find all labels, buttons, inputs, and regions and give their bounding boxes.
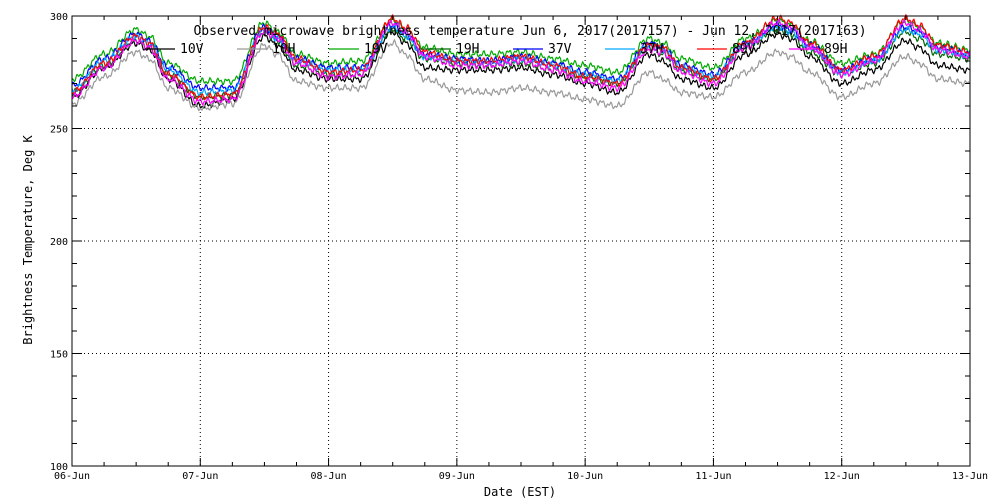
- legend-label-10h: 10H: [272, 42, 295, 57]
- x-tick-label: 08-Jun: [311, 471, 347, 482]
- x-tick-label: 13-Jun: [952, 471, 988, 482]
- x-tick-label: 09-Jun: [439, 471, 475, 482]
- y-tick-label: 250: [50, 125, 68, 136]
- x-tick-label: 10-Jun: [567, 471, 603, 482]
- y-axis-title: Brightness Temperature, Deg K: [21, 134, 35, 344]
- x-axis-title: Date (EST): [484, 485, 556, 499]
- x-tick-label: 12-Jun: [824, 471, 860, 482]
- series-line-10v: [71, 28, 971, 109]
- series-lines: [71, 13, 971, 112]
- grid: [72, 16, 970, 466]
- legend-label-19v: 19V: [364, 42, 388, 57]
- legend-label-10v: 10V: [180, 42, 204, 57]
- series-line-10h: [71, 38, 971, 112]
- legend: 10V 10H 19V 19H 37V 37H 89V 89H: [145, 42, 847, 57]
- legend-label-37h: 37H: [640, 42, 663, 57]
- series-line-89h: [71, 18, 971, 106]
- legend-label-89v: 89V: [732, 42, 756, 57]
- y-tick-label: 150: [50, 350, 68, 361]
- legend-label-19h: 19H: [456, 42, 479, 57]
- legend-label-37v: 37V: [548, 42, 572, 57]
- x-tick-label: 11-Jun: [695, 471, 731, 482]
- axis-ticks: 06-Jun 07-Jun 08-Jun 09-Jun 10-Jun 11-Jun 12-J…: [50, 12, 988, 482]
- x-tick-label: 06-Jun: [54, 471, 90, 482]
- y-tick-label: 200: [50, 237, 68, 248]
- legend-label-89h: 89H: [824, 42, 847, 57]
- y-tick-label: 300: [50, 12, 68, 23]
- chart-title: Observed microwave brightness temperatur…: [193, 24, 866, 39]
- x-tick-label: 07-Jun: [182, 471, 218, 482]
- y-tick-label: 100: [50, 462, 68, 473]
